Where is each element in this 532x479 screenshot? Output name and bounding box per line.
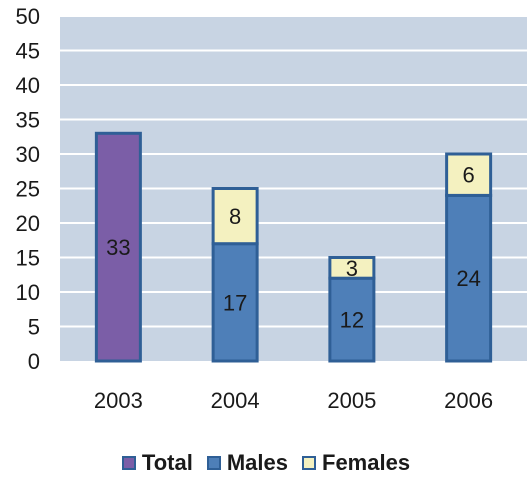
y-tick-label: 10 [16, 280, 40, 305]
bar-males [328, 276, 376, 363]
y-tick-label: 15 [16, 246, 40, 271]
legend-item-males: Males [206, 450, 288, 476]
y-tick-label: 0 [28, 349, 40, 374]
bar-females [211, 187, 259, 246]
y-tick-label: 35 [16, 108, 40, 133]
legend-swatch-total [121, 456, 136, 470]
legend-label-females: Females [322, 450, 411, 475]
x-tick-label: 2003 [94, 388, 143, 413]
bar-total [94, 131, 142, 363]
data-label: 33 [106, 235, 130, 260]
x-tick-label: 2004 [211, 388, 260, 413]
x-tick-label: 2006 [444, 388, 493, 413]
legend-label-males: Males [226, 450, 288, 475]
y-tick-label: 20 [16, 211, 40, 236]
y-tick-label: 50 [16, 4, 40, 29]
bar-chart-svg: 0 5 10 15 20 25 30 35 40 45 50 33 2003 17 8 2004 12 3 2005… [16, 4, 527, 413]
legend-item-females: Females [302, 450, 410, 476]
y-tick-label: 40 [16, 73, 40, 98]
y-tick-label: 30 [16, 142, 40, 167]
data-label: 8 [229, 204, 241, 229]
data-label: 24 [456, 266, 480, 291]
data-label: 12 [340, 308, 364, 333]
legend-label-total: Total [141, 450, 193, 475]
y-tick-label: 45 [16, 39, 40, 64]
bar-females [328, 256, 376, 280]
bar-females [445, 152, 493, 197]
legend: Total Males Females [0, 448, 532, 478]
legend-swatch-males [206, 456, 221, 470]
data-label: 6 [463, 163, 475, 188]
data-label: 3 [346, 256, 358, 281]
y-tick-label: 25 [16, 177, 40, 202]
legend-swatch-females [302, 456, 316, 470]
x-tick-label: 2005 [327, 388, 376, 413]
y-tick-label: 5 [28, 315, 40, 340]
legend-item-total: Total [121, 450, 193, 476]
data-label: 17 [223, 290, 247, 315]
